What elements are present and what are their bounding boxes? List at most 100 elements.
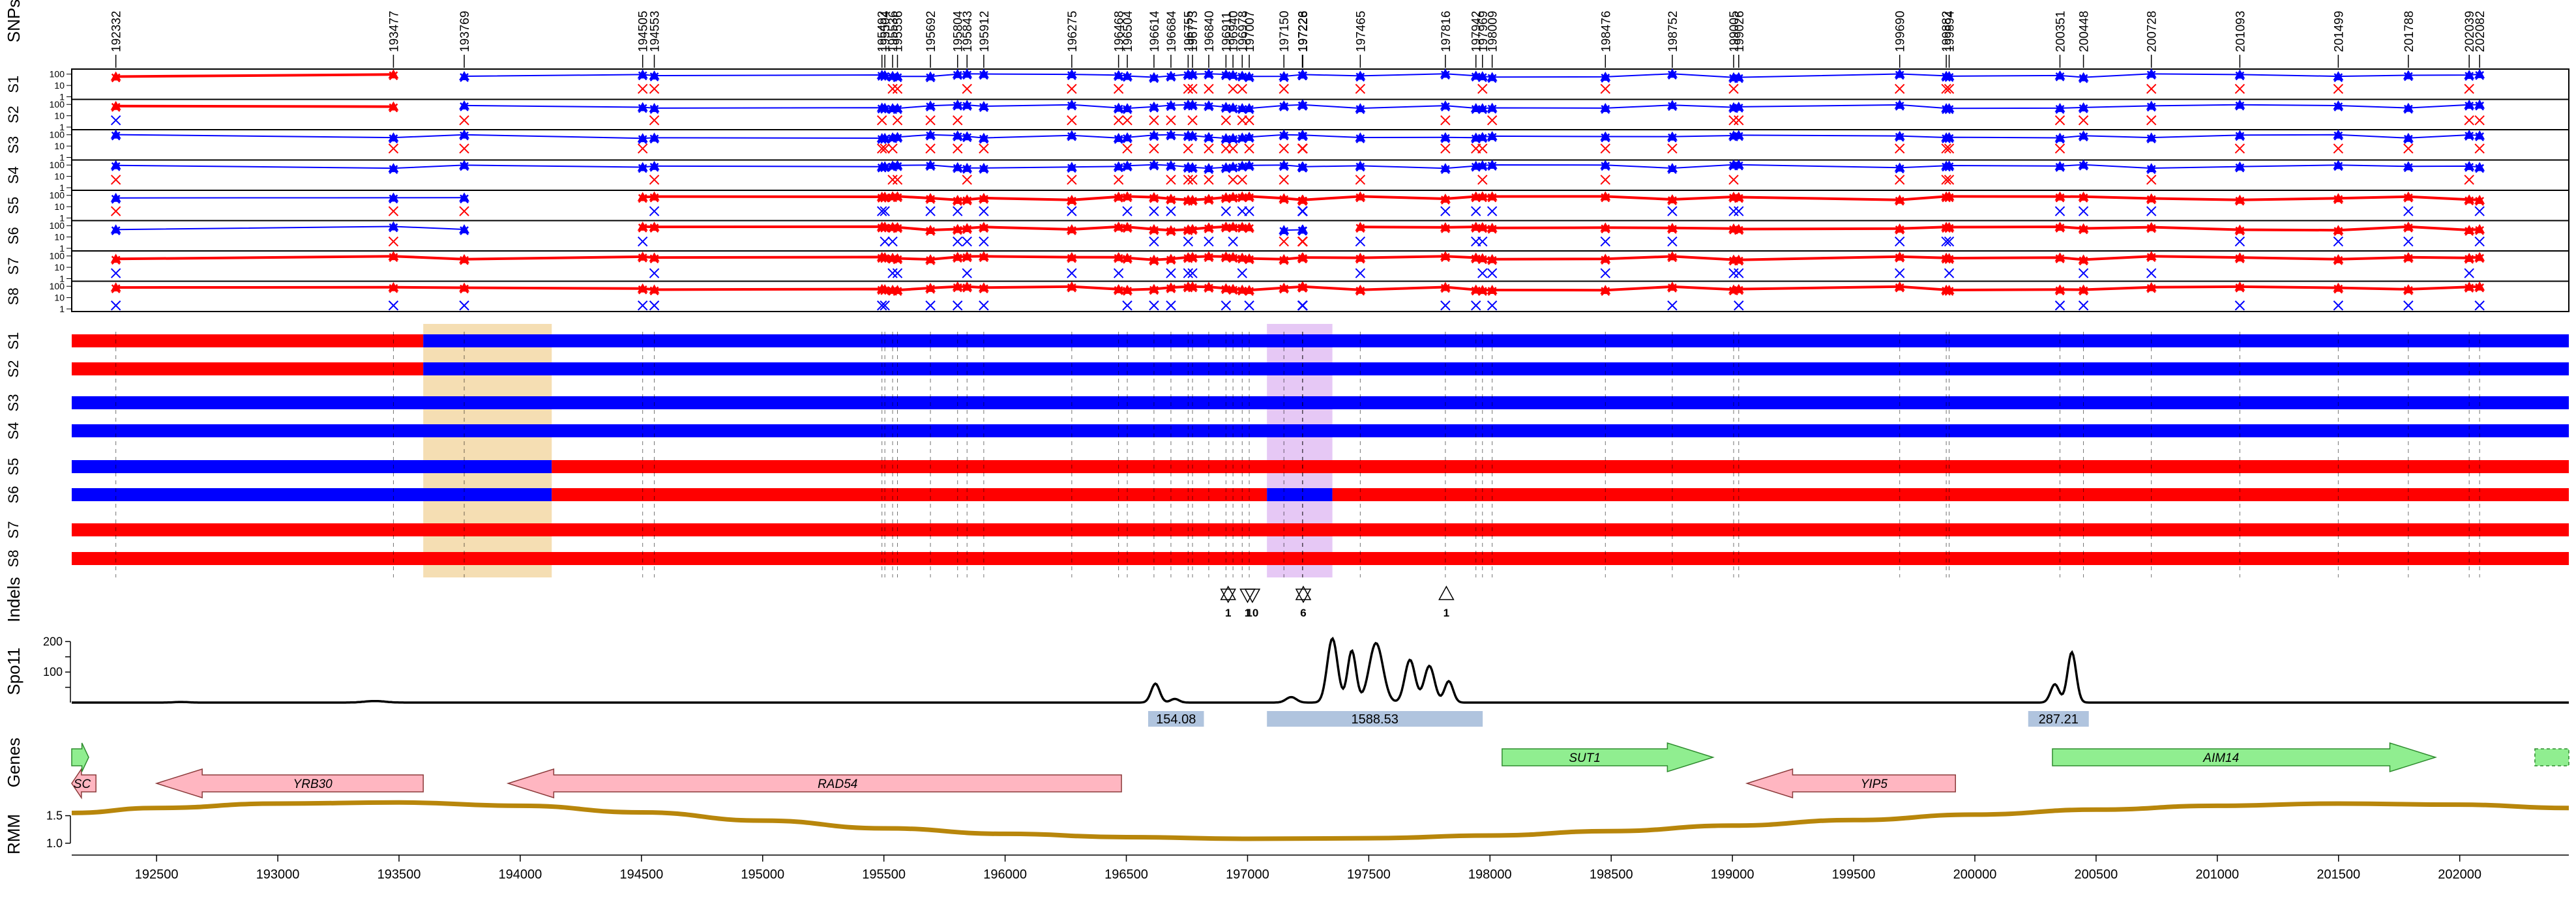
snp-marker-alt <box>1244 143 1254 154</box>
snp-marker-triangle <box>1113 70 1124 80</box>
snp-marker-triangle <box>1355 252 1366 262</box>
snp-marker-triangle <box>2054 102 2065 112</box>
snp-marker-alt <box>1113 115 1124 126</box>
snp-marker-cross <box>1245 255 1254 265</box>
snp-marker-triangle <box>2234 130 2245 139</box>
snp-label: 195692 <box>925 11 938 52</box>
snp-marker-alt <box>1113 175 1124 185</box>
snp-marker-alt <box>887 143 898 154</box>
snp-marker-cross <box>638 254 647 263</box>
snp-marker-triangle <box>1237 191 1248 201</box>
snp-marker-cross <box>1123 286 1132 296</box>
snp-marker-cross <box>1279 195 1289 205</box>
snp-marker-alt <box>2474 236 2485 247</box>
snp-marker-alt <box>1067 115 1077 126</box>
snp-marker-triangle <box>2078 223 2089 233</box>
snp-marker-triangle <box>2146 222 2157 231</box>
snp-marker-triangle <box>1944 132 1955 141</box>
snp-marker-cross <box>926 284 935 294</box>
snp-marker-triangle <box>2464 70 2475 80</box>
snp-panels: S1100101S2100101S3100101S4100101S5100101… <box>5 68 2569 314</box>
snp-marker-cross <box>1188 101 1197 111</box>
snp-marker-alt <box>1895 83 1905 95</box>
snp-marker-cross <box>1114 193 1123 203</box>
snp-label: 195843 <box>961 11 975 52</box>
snp-marker-cross <box>926 102 935 112</box>
snp-marker-alt <box>1440 300 1451 311</box>
snp-marker-triangle <box>637 283 648 293</box>
snp-profile-line <box>115 134 2480 139</box>
snp-marker-triangle <box>2403 252 2414 261</box>
snp-marker-alt <box>1228 143 1238 154</box>
snp-marker-cross <box>1298 196 1308 206</box>
snp-marker-cross <box>1298 101 1308 111</box>
snp-marker-triangle <box>2054 252 2065 262</box>
snp-marker-alt <box>1487 300 1498 311</box>
snp-marker-triangle <box>1487 191 1498 201</box>
snp-marker-alt <box>880 300 890 311</box>
snp-marker-triangle <box>1487 254 1498 263</box>
snp-marker-triangle <box>1477 71 1488 81</box>
snp-marker-alt <box>1355 83 1366 95</box>
snp-marker-alt <box>1944 268 1955 278</box>
snp-marker-triangle <box>1279 100 1290 109</box>
snp-marker-triangle <box>2146 193 2157 203</box>
snp-marker-alt <box>1941 236 1951 247</box>
snp-marker-alt <box>2146 83 2157 95</box>
snp-marker-triangle <box>1066 194 1077 204</box>
snp-marker-triangle <box>1244 103 1255 113</box>
snp-marker-triangle <box>1440 100 1451 110</box>
snp-marker-alt <box>110 115 121 126</box>
x-axis-tick-label: 196000 <box>983 867 1027 882</box>
snp-marker-cross <box>1123 162 1132 172</box>
snp-marker-triangle <box>1228 284 1239 293</box>
snp-label: 194505 <box>637 11 651 52</box>
snp-marker-cross <box>979 134 988 144</box>
snp-marker-alt <box>925 143 936 154</box>
snp-marker-triangle <box>925 71 936 81</box>
snp-marker-triangle <box>1355 103 1366 113</box>
snp-marker-triangle <box>2333 100 2344 109</box>
snp-marker-cross <box>1895 132 1904 142</box>
snp-marker-cross <box>460 255 469 265</box>
snp-marker-triangle <box>649 102 660 112</box>
spo11-y-tick-label: 100 <box>43 665 63 678</box>
snp-marker-triangle <box>1148 192 1159 201</box>
snp-marker-alt <box>1183 83 1194 95</box>
snp-label: 196840 <box>1203 11 1217 52</box>
snp-marker-cross <box>1477 162 1487 171</box>
snp-marker-triangle <box>880 102 891 112</box>
snp-marker-triangle <box>1666 100 1678 109</box>
snp-marker-alt <box>979 300 989 311</box>
rmm-y-tick-label: 1.5 <box>46 809 63 822</box>
rmm-y-tick-label: 1.0 <box>46 837 63 850</box>
indel-label: 1 <box>1245 607 1251 619</box>
snp-marker-cross <box>962 164 972 174</box>
snp-marker-triangle <box>1487 72 1498 81</box>
snp-marker-alt <box>1355 268 1366 278</box>
snp-marker-cross <box>2235 132 2245 141</box>
snp-profile-line <box>115 226 465 231</box>
snp-marker-alt <box>1122 115 1133 126</box>
indel-marker-up <box>1295 585 1312 600</box>
snp-marker-cross <box>2465 227 2474 236</box>
snp-marker-cross <box>638 71 647 81</box>
snp-marker-alt <box>1477 268 1488 278</box>
snp-marker-alt <box>1279 175 1289 185</box>
genotype-track-label: S6 <box>5 486 22 504</box>
snp-marker-alt <box>1221 300 1232 311</box>
snp-marker-cross <box>926 73 935 83</box>
snp-marker-alt <box>1149 236 1159 247</box>
snp-marker-cross <box>1355 134 1365 143</box>
snp-marker-alt <box>2403 300 2414 311</box>
snp-marker-triangle <box>1187 194 1198 204</box>
snp-marker-alt <box>637 300 648 311</box>
snp-marker-cross <box>880 134 890 144</box>
snp-marker-cross <box>1279 227 1289 237</box>
snp-marker-cross <box>1114 254 1123 263</box>
snp-marker-alt <box>1297 300 1308 311</box>
snp-marker-alt <box>2474 206 2485 216</box>
snp-marker-cross <box>1440 165 1450 175</box>
snp-marker-alt <box>1149 143 1159 154</box>
